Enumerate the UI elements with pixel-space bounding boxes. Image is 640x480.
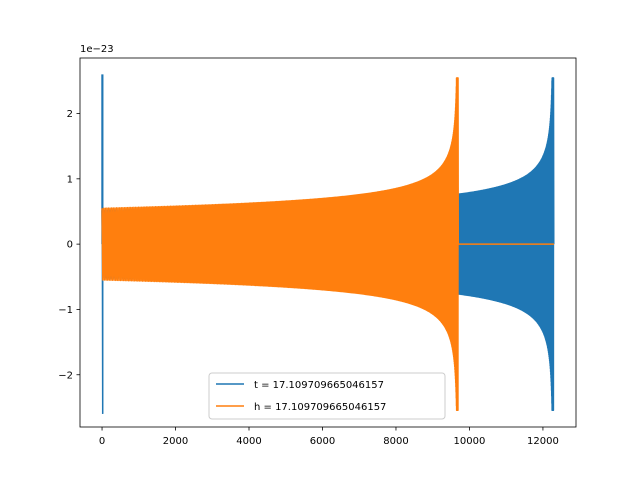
x-axis-ticks: 0 2000 4000 6000 8000 10000 12000 [99, 427, 559, 447]
series-line-h [101, 77, 554, 411]
y-tick-label: −1 [58, 305, 73, 316]
y-axis-ticks: −2 −1 0 1 2 [58, 109, 80, 381]
y-tick-label: 2 [67, 109, 73, 120]
legend-label-h: h = 17.109709665046157 [254, 402, 386, 413]
legend-label-t: t = 17.109709665046157 [254, 380, 384, 391]
x-tick-label: 10000 [454, 436, 486, 447]
x-tick-label: 6000 [310, 436, 335, 447]
x-tick-label: 2000 [163, 436, 188, 447]
x-tick-label: 8000 [383, 436, 408, 447]
x-tick-label: 0 [99, 436, 105, 447]
legend-box [208, 372, 446, 420]
x-tick-label: 4000 [236, 436, 261, 447]
plot-frame [79, 57, 577, 428]
y-tick-label: 0 [67, 240, 73, 251]
y-tick-label: −2 [58, 370, 73, 381]
y-offset-label: 1e−23 [80, 44, 114, 55]
y-tick-label: 1 [67, 174, 73, 185]
legend: t = 17.109709665046157 h = 17.1097096650… [208, 372, 446, 420]
x-tick-label: 12000 [527, 436, 559, 447]
series-layer [101, 74, 555, 414]
